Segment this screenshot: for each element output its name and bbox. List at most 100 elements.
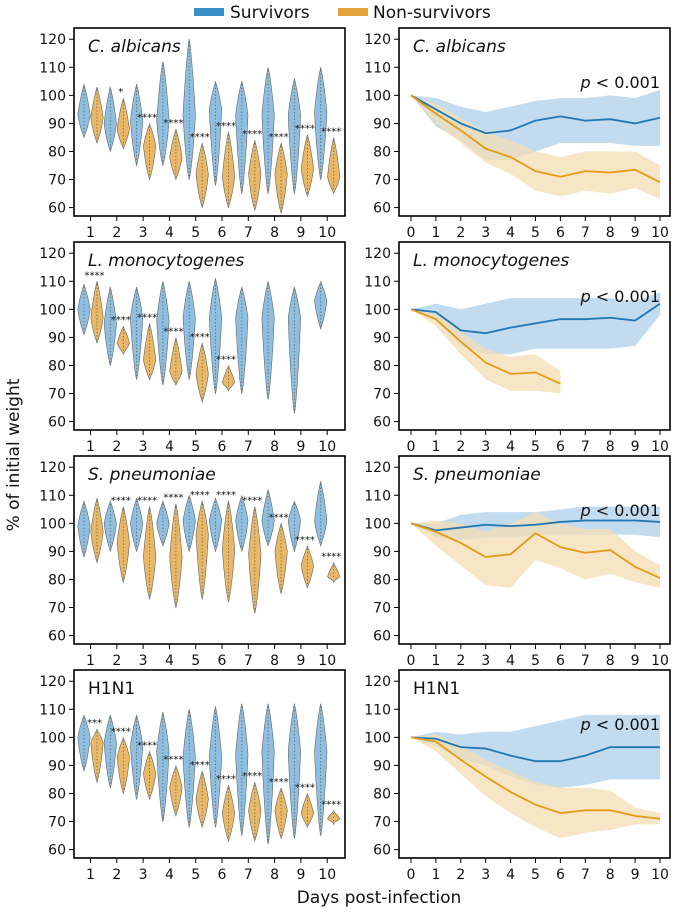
violin-survivor	[261, 489, 275, 547]
y-tick-label: 60	[373, 415, 391, 431]
x-tick-label: 4	[165, 225, 174, 241]
x-tick-label: 0	[407, 653, 416, 669]
y-tick-label: 70	[48, 815, 66, 831]
y-tick-label: 80	[48, 358, 66, 374]
x-tick-label: 0	[407, 439, 416, 455]
x-tick-label: 4	[165, 653, 174, 669]
violin-survivor	[103, 286, 117, 367]
x-tick-label: 3	[139, 867, 148, 883]
x-tick-label: 9	[631, 867, 640, 883]
x-tick-label: 3	[139, 225, 148, 241]
significance-label: ****	[190, 332, 210, 343]
x-tick-label: 3	[481, 653, 490, 669]
y-tick-label: 110	[39, 274, 66, 290]
violin-nonsurvivor	[90, 728, 104, 784]
y-tick-label: 60	[373, 843, 391, 859]
violin-survivor	[208, 706, 223, 829]
significance-label: ****	[163, 326, 183, 337]
x-tick-label: 2	[456, 225, 465, 241]
violin-nonsurvivor	[195, 770, 209, 829]
violin-nonsurvivor	[327, 137, 341, 195]
violin-survivor	[156, 500, 170, 547]
significance-label: ****	[242, 496, 262, 507]
x-tick-label: 5	[191, 439, 200, 455]
plot-frame	[73, 669, 346, 859]
x-tick-label: 6	[218, 439, 227, 455]
x-tick-label: 10	[318, 867, 336, 883]
y-tick-label: 110	[39, 488, 66, 504]
plot-frame	[398, 241, 671, 431]
y-tick-label: 60	[48, 415, 66, 431]
violin-nonsurvivor	[248, 506, 262, 615]
x-tick-label: 10	[651, 653, 669, 669]
y-tick-label: 90	[48, 544, 66, 560]
x-tick-label: 5	[531, 439, 540, 455]
violin-nonsurvivor	[248, 140, 262, 212]
violin-survivor	[103, 714, 117, 789]
significance-label: ****	[242, 771, 262, 782]
x-tick-label: 5	[531, 225, 540, 241]
x-tick-label: 6	[556, 867, 565, 883]
violin-survivor	[77, 714, 91, 773]
violin-survivor	[182, 495, 196, 553]
significance-label: ****	[216, 774, 236, 785]
x-tick-label: 3	[139, 653, 148, 669]
x-tick-label: 7	[244, 439, 253, 455]
violin-nonsurvivor	[169, 765, 183, 817]
x-tick-label: 8	[270, 867, 279, 883]
line-nonsurvivors	[410, 94, 661, 184]
band-survivors	[411, 714, 660, 788]
legend: Survivors Non-survivors	[194, 3, 491, 23]
panel-title: L. monocytogenes	[88, 251, 244, 271]
x-tick-label: 1	[86, 867, 95, 883]
x-tick-label: 2	[112, 653, 121, 669]
y-tick-label: 70	[373, 815, 391, 831]
significance-label: ****	[295, 535, 315, 546]
y-tick-label: 80	[48, 786, 66, 802]
x-tick-label: 6	[556, 439, 565, 455]
plot-frame	[398, 455, 671, 645]
x-tick-label: 7	[244, 867, 253, 883]
x-tick-label: 8	[606, 225, 615, 241]
x-tick-label: 2	[112, 867, 121, 883]
y-tick-label: 120	[364, 674, 391, 690]
significance-label: ****	[190, 760, 210, 771]
p-value-annotation: p < 0.001	[579, 287, 660, 306]
violin-nonsurvivor	[248, 782, 262, 843]
violin-survivor	[130, 498, 144, 553]
x-tick-label: 0	[407, 225, 416, 241]
violin-nonsurvivor	[143, 123, 157, 181]
significance-label: ****	[163, 493, 183, 504]
y-tick-label: 110	[39, 60, 66, 76]
violin-survivor	[235, 286, 249, 395]
y-tick-label: 70	[48, 173, 66, 189]
significance-label: ****	[85, 270, 105, 281]
x-tick-label: 9	[631, 225, 640, 241]
significance-label: ****	[269, 132, 289, 143]
legend-swatch-nonsurvivors	[338, 8, 368, 16]
y-tick-label: 120	[364, 32, 391, 48]
violin-nonsurvivor	[195, 342, 209, 403]
x-tick-label: 1	[431, 653, 440, 669]
y-tick-label: 80	[373, 144, 391, 160]
line-survivors	[410, 736, 660, 763]
significance-label: ****	[163, 118, 183, 129]
violin-survivor	[287, 286, 301, 415]
x-tick-label: 5	[191, 867, 200, 883]
panel-title: H1N1	[88, 679, 135, 699]
x-tick-label: 2	[112, 225, 121, 241]
x-tick-label: 10	[318, 439, 336, 455]
band-nonsurvivors	[411, 512, 660, 588]
panel-1-right: 60 70 80 90 100 110 120 0 1 2 3 4 5 6 7 8 9 10 L. monocyto…	[364, 241, 671, 455]
violin-nonsurvivor	[90, 498, 104, 564]
y-tick-label: 80	[373, 786, 391, 802]
x-tick-label: 3	[481, 439, 490, 455]
violin-nonsurvivor	[195, 142, 209, 209]
y-tick-label: 70	[48, 601, 66, 617]
significance-label: ****	[216, 121, 236, 132]
x-tick-label: 3	[139, 439, 148, 455]
y-tick-label: 70	[373, 173, 391, 189]
line-nonsurvivors	[410, 308, 561, 385]
y-tick-label: 110	[364, 488, 391, 504]
y-tick-label: 90	[48, 116, 66, 132]
